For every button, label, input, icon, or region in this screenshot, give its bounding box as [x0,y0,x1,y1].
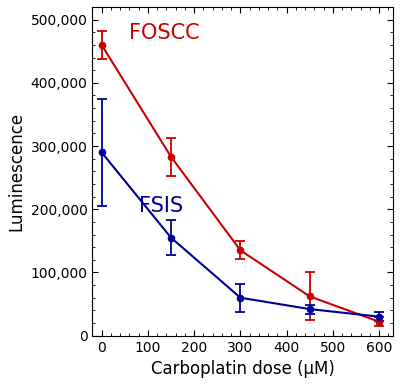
Text: FOSCC: FOSCC [129,23,200,43]
Text: FSIS: FSIS [139,196,183,216]
X-axis label: Carboplatin dose (μM): Carboplatin dose (μM) [151,360,335,378]
Y-axis label: Luminescence: Luminescence [7,112,25,231]
